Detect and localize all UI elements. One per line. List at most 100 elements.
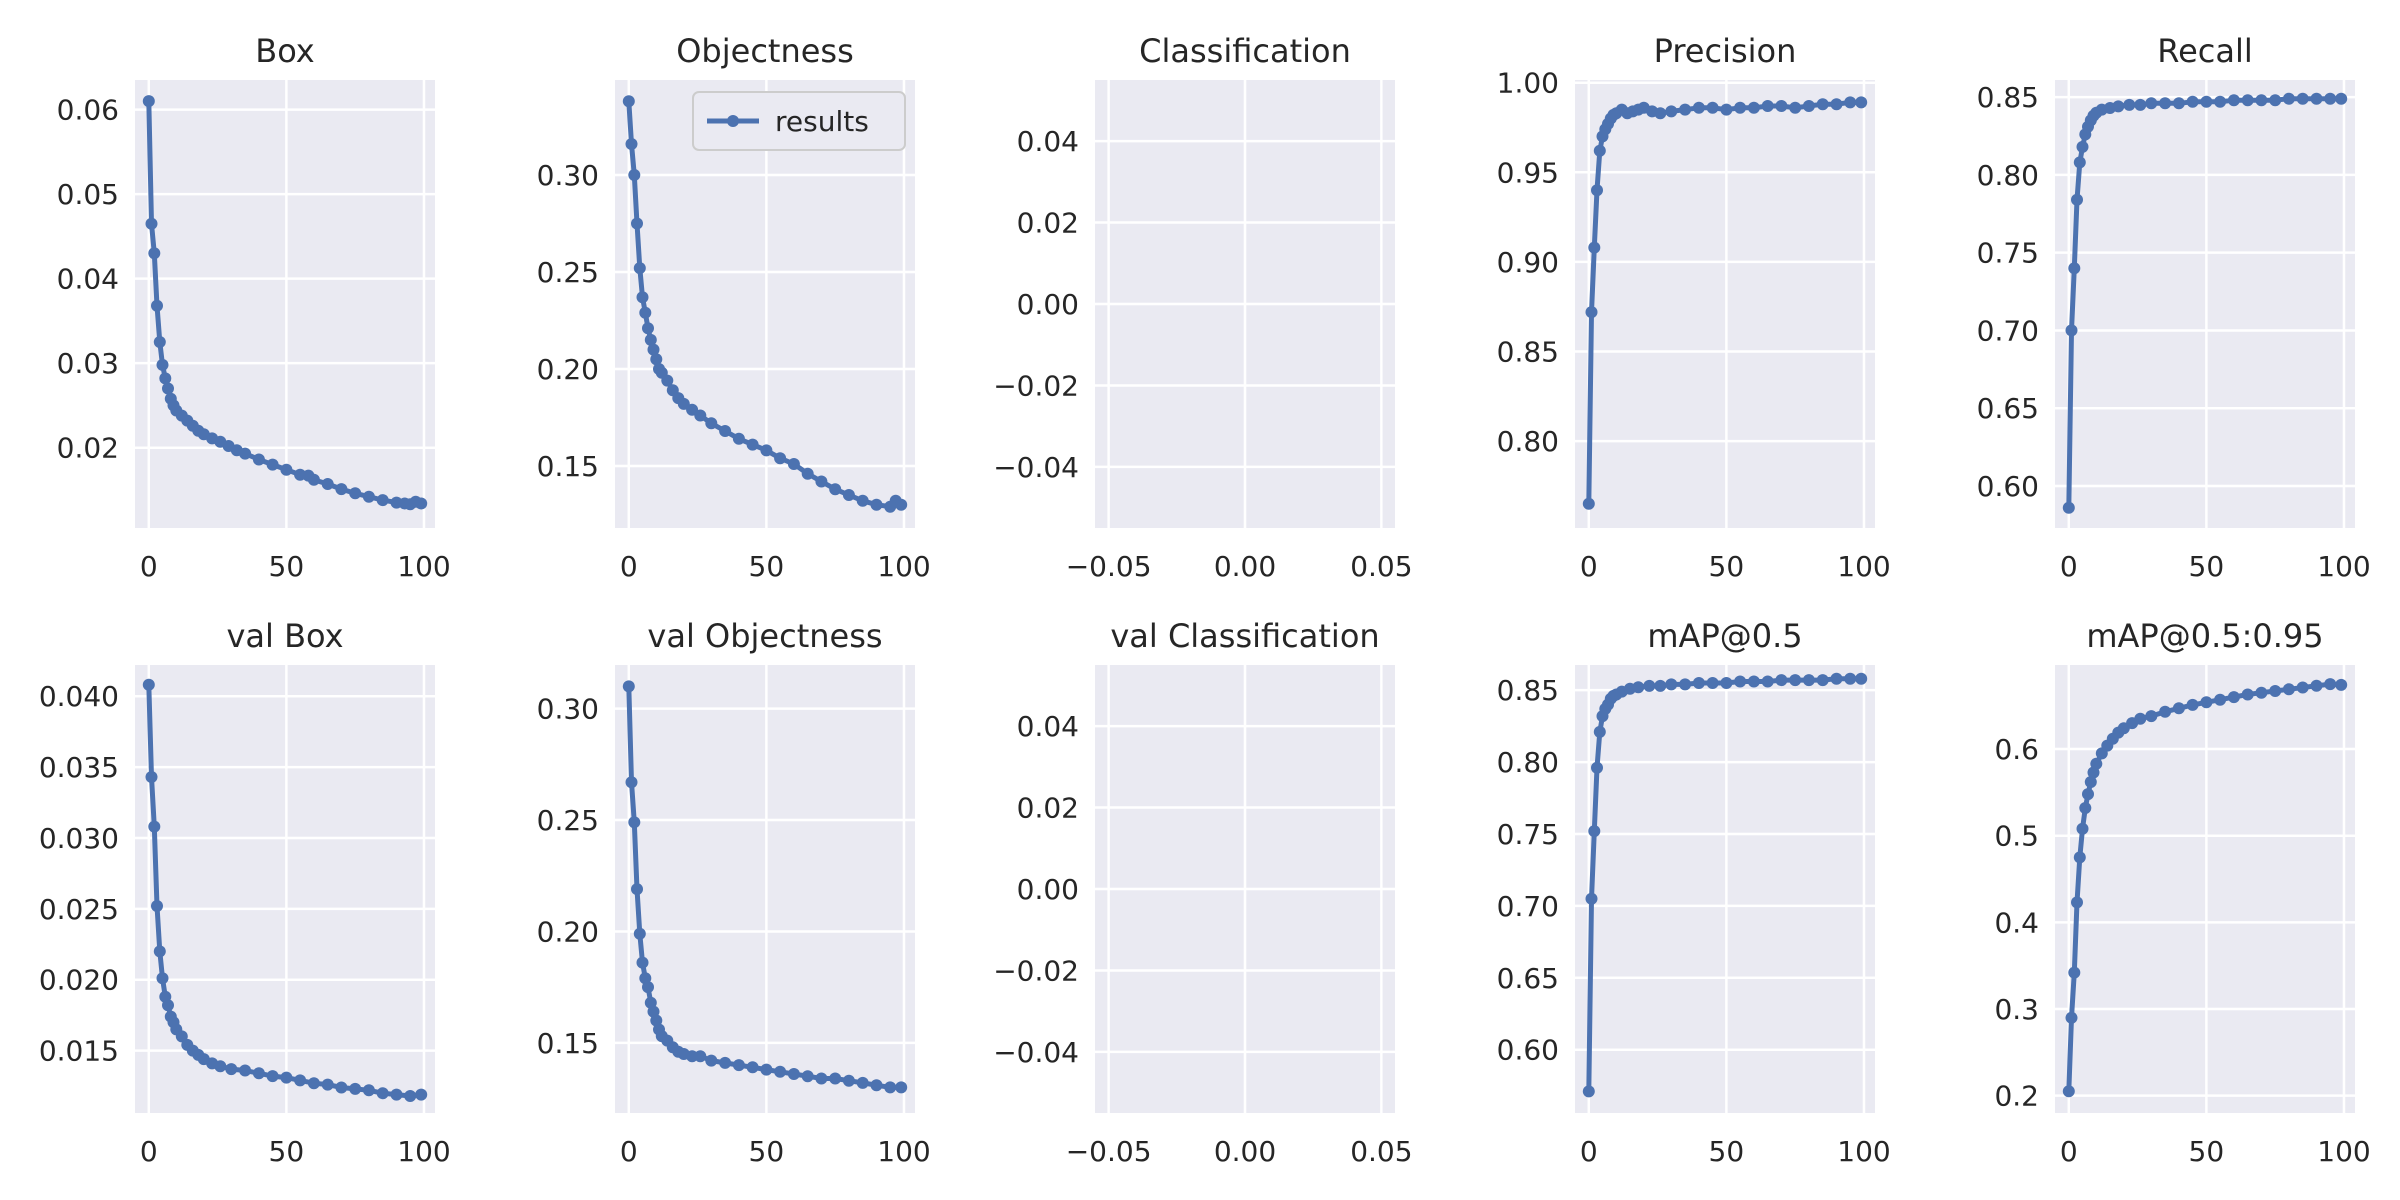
- data-point: [1692, 677, 1705, 689]
- data-point: [307, 473, 320, 486]
- plot-area: [1575, 665, 1875, 1113]
- data-point: [225, 1063, 238, 1076]
- y-tick-label: 0.4: [1994, 906, 2039, 939]
- data-point: [774, 452, 787, 465]
- data-point: [2255, 686, 2268, 699]
- y-tick-label: 0.70: [1977, 314, 2039, 347]
- y-tick-label: 0.75: [1977, 237, 2039, 270]
- y-tick-label: 0.20: [537, 915, 599, 948]
- data-point: [2296, 92, 2309, 105]
- data-point: [335, 1081, 348, 1094]
- data-point: [2324, 678, 2337, 691]
- data-point: [239, 447, 252, 460]
- data-point: [1761, 100, 1774, 112]
- chart-panel: 0.2 0.3 0.4 0.5 0.6 0 50 100 mAP@0.5:0.95: [1994, 617, 2370, 1168]
- data-point: [145, 771, 158, 783]
- y-tick-label: 0.030: [39, 822, 119, 855]
- y-tick-label: 0.02: [1017, 207, 1079, 240]
- y-tick-label: 0.04: [57, 263, 119, 296]
- data-point: [732, 432, 745, 445]
- plot-area: [1575, 80, 1875, 528]
- data-point: [625, 138, 638, 150]
- x-tick-label: 100: [397, 550, 450, 583]
- chart-panel: 0.15 0.20 0.25 0.30 0 50 100 Objectness results: [537, 32, 931, 583]
- y-tick-label: 0.3: [1994, 993, 2039, 1026]
- y-tick-label: −0.04: [993, 1036, 1079, 1069]
- data-point: [390, 1088, 403, 1101]
- data-point: [153, 336, 166, 348]
- data-point: [2186, 698, 2199, 711]
- y-tick-label: 0.85: [1497, 335, 1559, 368]
- data-point: [142, 678, 155, 691]
- data-point: [1734, 101, 1747, 114]
- data-point: [307, 1077, 320, 1090]
- data-point: [2076, 140, 2089, 153]
- data-point: [1679, 678, 1692, 691]
- data-point: [2172, 97, 2185, 110]
- data-point: [1593, 144, 1606, 157]
- data-point: [142, 95, 155, 108]
- y-tick-label: 0.03: [57, 347, 119, 380]
- chart-title: val Box: [226, 617, 343, 655]
- y-tick-label: 0.025: [39, 893, 119, 926]
- data-point: [1761, 675, 1774, 688]
- legend-label: results: [775, 105, 869, 138]
- data-point: [2065, 324, 2078, 337]
- data-point: [266, 1070, 279, 1083]
- data-point: [1679, 103, 1692, 116]
- y-tick-label: 0.6: [1994, 733, 2039, 766]
- data-point: [2269, 94, 2282, 107]
- y-tick-label: 0.85: [1977, 81, 2039, 114]
- y-tick-label: 0.040: [39, 680, 119, 713]
- x-tick-label: 0.05: [1350, 1135, 1412, 1168]
- data-point: [856, 1076, 869, 1089]
- x-tick-label: 0.05: [1350, 550, 1412, 583]
- data-point: [842, 1074, 855, 1087]
- data-point: [801, 467, 814, 480]
- data-point: [694, 409, 707, 422]
- data-point: [2145, 97, 2158, 110]
- data-point: [2134, 98, 2147, 111]
- y-tick-label: 0.00: [1017, 288, 1079, 321]
- x-tick-label: 50: [1709, 550, 1745, 583]
- y-tick-label: 0.30: [537, 693, 599, 726]
- data-point: [2282, 683, 2295, 696]
- data-point: [2065, 1011, 2078, 1024]
- data-point: [2335, 92, 2348, 105]
- data-point: [415, 1088, 428, 1101]
- data-point: [1588, 825, 1601, 838]
- data-point: [1582, 1085, 1595, 1098]
- chart-panel: 0.80 0.85 0.90 0.95 1.00 0 50 100 Precision: [1497, 32, 1891, 583]
- data-point: [842, 489, 855, 501]
- data-point: [2145, 710, 2158, 723]
- data-point: [884, 1081, 897, 1094]
- data-point: [1643, 679, 1656, 692]
- data-point: [2062, 1085, 2075, 1098]
- data-point: [622, 95, 635, 108]
- data-point: [760, 444, 773, 457]
- y-tick-label: 0.80: [1977, 159, 2039, 192]
- data-point: [2068, 966, 2081, 979]
- data-point: [2084, 776, 2097, 788]
- data-point: [362, 490, 375, 503]
- data-point: [162, 999, 174, 1012]
- legend-marker: [727, 115, 739, 127]
- data-point: [214, 1060, 227, 1073]
- data-point: [1855, 96, 1868, 109]
- data-point: [1585, 306, 1598, 319]
- data-point: [1844, 672, 1857, 685]
- chart-panel: 0.15 0.20 0.25 0.30 0 50 100 val Objectness: [537, 617, 931, 1168]
- x-tick-label: 50: [1709, 1135, 1745, 1168]
- data-point: [644, 333, 657, 346]
- data-point: [2068, 262, 2081, 275]
- data-point: [2082, 788, 2094, 801]
- data-point: [650, 1014, 663, 1027]
- data-point: [1706, 101, 1719, 114]
- data-point: [362, 1084, 375, 1097]
- data-point: [705, 1054, 718, 1067]
- y-tick-label: 0.04: [1017, 710, 1079, 743]
- y-tick-label: 0.30: [537, 159, 599, 192]
- data-point: [1591, 184, 1603, 197]
- data-point: [2073, 851, 2086, 864]
- y-tick-label: 0.5: [1994, 820, 2039, 853]
